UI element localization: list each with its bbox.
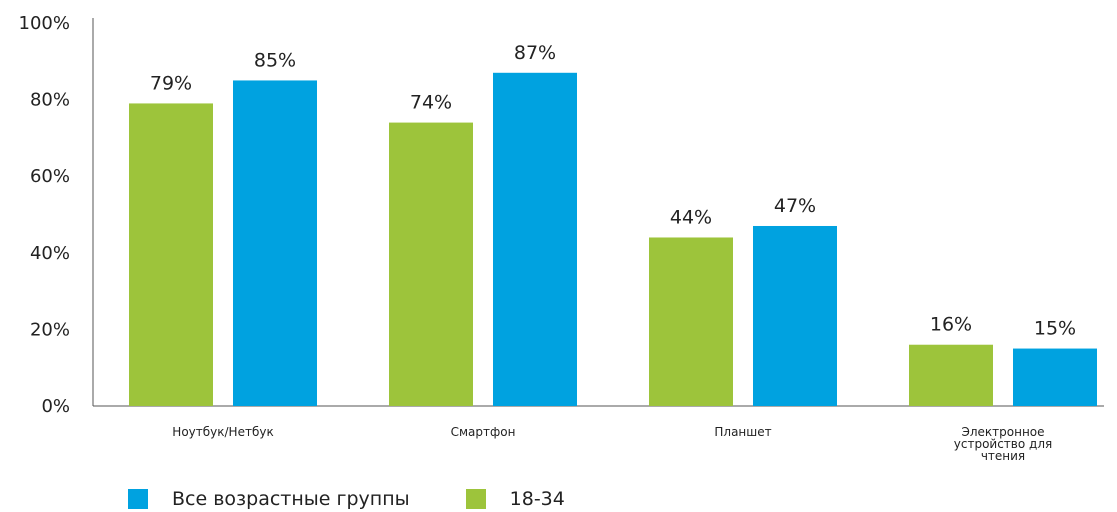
bar	[1013, 348, 1097, 406]
bar	[909, 344, 993, 406]
y-tick-label: 80%	[30, 90, 70, 111]
data-label: 15%	[1034, 318, 1076, 340]
y-tick-label: 20%	[30, 319, 70, 340]
data-label: 85%	[254, 49, 296, 71]
legend-swatch-all-ages	[128, 489, 148, 509]
legend-item-all-ages: Все возрастные группы	[128, 488, 410, 510]
data-label: 74%	[410, 92, 452, 114]
data-label: 87%	[514, 42, 556, 64]
y-tick-label: 100%	[19, 13, 70, 34]
data-label: 79%	[150, 72, 192, 94]
bar	[753, 225, 837, 406]
bar	[129, 103, 213, 407]
y-tick-label: 40%	[30, 243, 70, 264]
data-label: 44%	[670, 206, 712, 228]
legend-label-all-ages: Все возрастные группы	[172, 488, 410, 510]
chart-labels: 0% 20% 40% 60% 80% 100% 79% 85% Ноутбук/Нетбук 74…	[19, 13, 1077, 463]
bar-chart: 0% 20% 40% 60% 80% 100% 79% 85% Ноутбук/Нетбук 74…	[19, 13, 1104, 463]
legend-item-18-34: 18-34	[465, 488, 565, 510]
x-tick-label: Планшет	[714, 425, 771, 439]
bar	[493, 72, 577, 406]
x-tick-label: Смартфон	[451, 425, 516, 439]
bar	[233, 80, 317, 406]
chart-legend: Все возрастные группы 18-34	[128, 487, 621, 511]
chart-bars	[129, 72, 1097, 407]
x-tick-label: Электронное устройство для чтения	[954, 425, 1052, 463]
data-label: 16%	[930, 314, 972, 336]
data-label: 47%	[774, 195, 816, 217]
bar	[389, 122, 473, 406]
y-tick-label: 0%	[41, 396, 70, 417]
legend-label-18-34: 18-34	[509, 488, 565, 510]
bar	[649, 237, 733, 406]
y-tick-label: 60%	[30, 166, 70, 187]
legend-swatch-18-34	[465, 489, 486, 509]
x-tick-label: Ноутбук/Нетбук	[172, 425, 273, 439]
